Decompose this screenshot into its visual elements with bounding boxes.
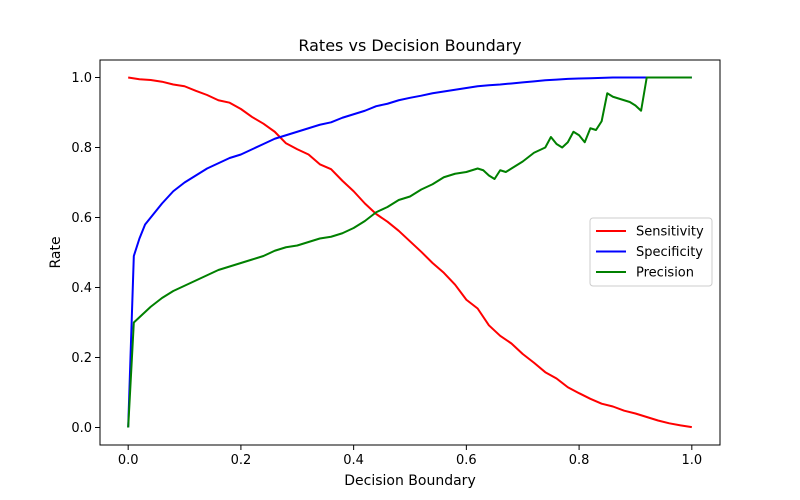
series-line-precision [127, 76, 692, 428]
y-tick-label: 0.6 [71, 211, 92, 226]
legend-box [589, 217, 713, 287]
x-tick-label: 0.0 [118, 453, 139, 468]
x-tick-label: 0.6 [456, 453, 477, 468]
y-tick-label: 0.0 [71, 421, 92, 436]
legend: Sensitivity Specificity Precision [589, 217, 713, 287]
x-axis-label: Decision Boundary [344, 473, 475, 489]
y-tick-label: 1.0 [71, 71, 92, 86]
series-layer [127, 76, 692, 429]
y-tick-label: 0.8 [71, 141, 92, 156]
y-axis-ticks: 0.0 0.2 0.4 0.6 0.8 1.0 [71, 71, 100, 436]
x-tick-label: 0.2 [231, 453, 252, 468]
y-tick-label: 0.4 [71, 281, 92, 296]
chart-title: Rates vs Decision Boundary [298, 36, 521, 55]
plot-frame [99, 59, 721, 446]
y-axis-label: Rate [48, 236, 64, 268]
legend-label-precision: Precision [636, 266, 694, 281]
x-tick-label: 0.8 [569, 453, 590, 468]
x-tick-label: 0.4 [343, 453, 364, 468]
series-line-sensitivity [128, 76, 692, 429]
legend-label-sensitivity: Sensitivity [636, 225, 704, 240]
legend-entries: Sensitivity Specificity Precision [596, 225, 704, 281]
series-line-specificity [127, 76, 692, 428]
y-tick-label: 0.2 [71, 351, 92, 366]
x-tick-label: 1.0 [681, 453, 702, 468]
legend-label-specificity: Specificity [636, 245, 703, 260]
x-axis-ticks: 0.0 0.2 0.4 0.6 0.8 1.0 [118, 445, 702, 468]
